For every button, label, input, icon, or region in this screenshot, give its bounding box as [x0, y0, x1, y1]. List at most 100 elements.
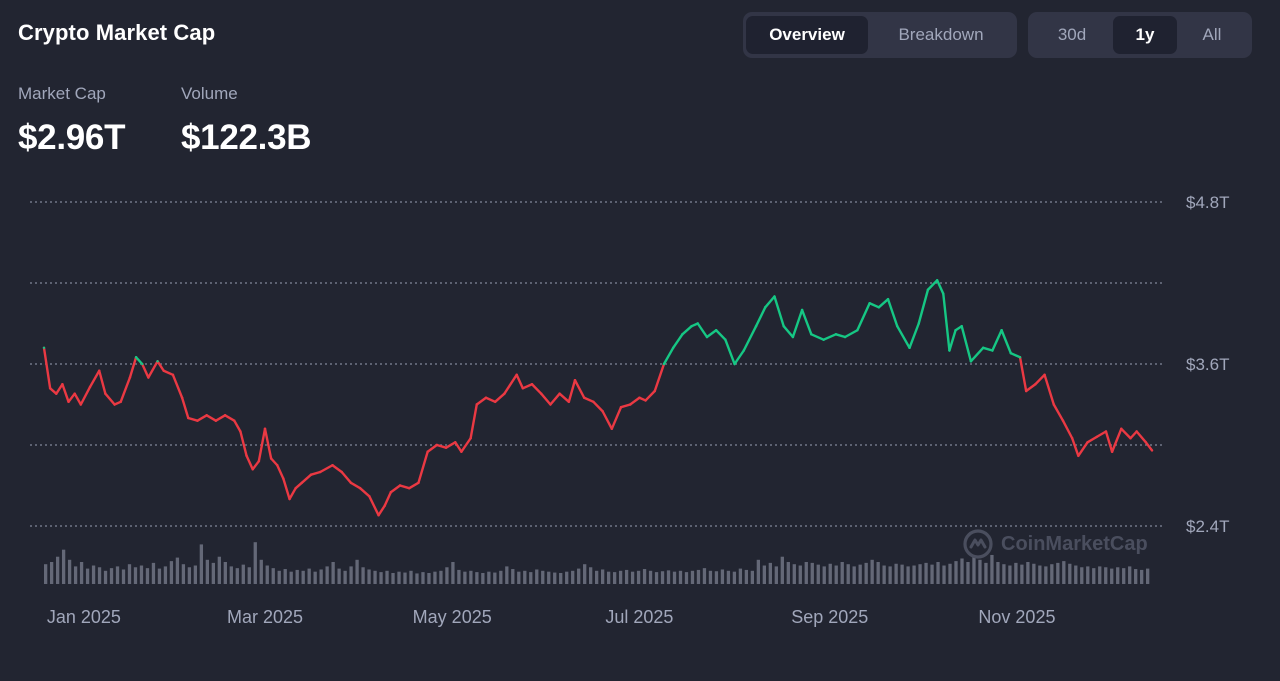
line-segment [834, 333, 847, 339]
volume-bar [577, 568, 581, 584]
volume-bar [163, 566, 168, 584]
volume-bar [169, 561, 174, 584]
line-segment [644, 389, 656, 402]
data-point [239, 430, 242, 433]
volume-bar [738, 568, 743, 584]
volume-bar [427, 573, 431, 584]
tab-breakdown[interactable]: Breakdown [898, 25, 984, 44]
volume-bar [906, 566, 910, 584]
line-segment [843, 329, 859, 339]
line-segment [754, 306, 767, 328]
volume-bar [600, 569, 605, 584]
line-segment [1061, 419, 1074, 440]
line-segment [696, 322, 709, 339]
volume-bar [139, 565, 144, 584]
line-segment [791, 308, 804, 339]
line-segment [540, 392, 552, 406]
volume-bar [301, 570, 305, 584]
line-segment [681, 325, 693, 336]
data-point [294, 487, 297, 490]
line-segment [515, 373, 525, 390]
data-point [1095, 435, 1098, 439]
volume-bar [445, 567, 449, 584]
volume-bar [840, 562, 844, 584]
volume-bar [487, 571, 491, 584]
market-cap-stat: Market Cap $2.96T [18, 84, 125, 158]
data-point [1086, 441, 1089, 444]
tab-overview[interactable]: Overview [746, 16, 868, 54]
range-1y-button[interactable]: 1y [1113, 16, 1177, 54]
range-all-button[interactable]: All [1202, 25, 1222, 44]
line-segment [619, 403, 632, 409]
volume-bar [1068, 563, 1072, 584]
volume-bar [205, 559, 210, 584]
line-segment [886, 298, 899, 328]
volume-bar [73, 566, 78, 584]
data-point [196, 419, 199, 422]
volume-bar [433, 571, 437, 584]
volume-bar [595, 570, 599, 584]
line-segment [282, 477, 291, 501]
line-segment [205, 414, 218, 422]
line-segment [331, 464, 343, 474]
line-segment [573, 379, 586, 399]
line-segment [1070, 437, 1080, 457]
volume-bar [834, 565, 838, 584]
data-point [530, 383, 534, 386]
line-segment [251, 460, 261, 471]
data-point [764, 306, 767, 309]
data-point [681, 333, 684, 336]
data-point [991, 349, 994, 352]
volume-bar [499, 570, 503, 584]
line-segment [896, 325, 911, 349]
data-point [549, 403, 552, 406]
line-segment [724, 338, 736, 366]
volume-bar [876, 562, 880, 584]
volume-bar [894, 563, 898, 584]
volume-bar [648, 570, 653, 584]
data-point [475, 403, 478, 406]
volume-bar [702, 568, 707, 584]
line-segment [42, 346, 52, 390]
volume-bar [571, 570, 575, 584]
volume-bar [816, 564, 820, 584]
data-point [754, 325, 758, 328]
data-point [257, 460, 261, 463]
data-point [251, 468, 254, 471]
line-segment [288, 487, 297, 501]
data-point [205, 414, 208, 417]
line-segment [1052, 403, 1065, 422]
data-point [119, 400, 122, 403]
volume-bar [463, 571, 467, 584]
volume-bar [457, 569, 461, 584]
volume-bar [403, 572, 407, 584]
line-segment [856, 302, 871, 332]
data-point [88, 385, 92, 389]
line-segment [134, 356, 144, 366]
volume-bar [822, 566, 826, 584]
line-segment [377, 504, 386, 517]
data-point [773, 295, 776, 298]
data-point [389, 491, 393, 494]
price-line[interactable] [42, 279, 1154, 517]
data-point [493, 400, 497, 403]
volume-bar [672, 571, 677, 584]
data-point [800, 308, 804, 312]
data-point [349, 481, 353, 484]
volume-bar [918, 564, 922, 584]
volume-value: $122.3B [181, 118, 312, 157]
line-segment [263, 427, 273, 460]
data-point [960, 325, 963, 328]
data-point [696, 322, 699, 325]
data-point [886, 298, 890, 301]
data-point [435, 443, 439, 447]
line-segment [119, 376, 132, 403]
data-point [79, 403, 83, 406]
line-segment [991, 329, 1003, 352]
data-point [856, 329, 859, 332]
line-segment [1018, 356, 1028, 393]
range-30d-button[interactable]: 30d [1057, 25, 1087, 44]
volume-bar [1038, 565, 1042, 584]
line-segment [1129, 430, 1138, 440]
